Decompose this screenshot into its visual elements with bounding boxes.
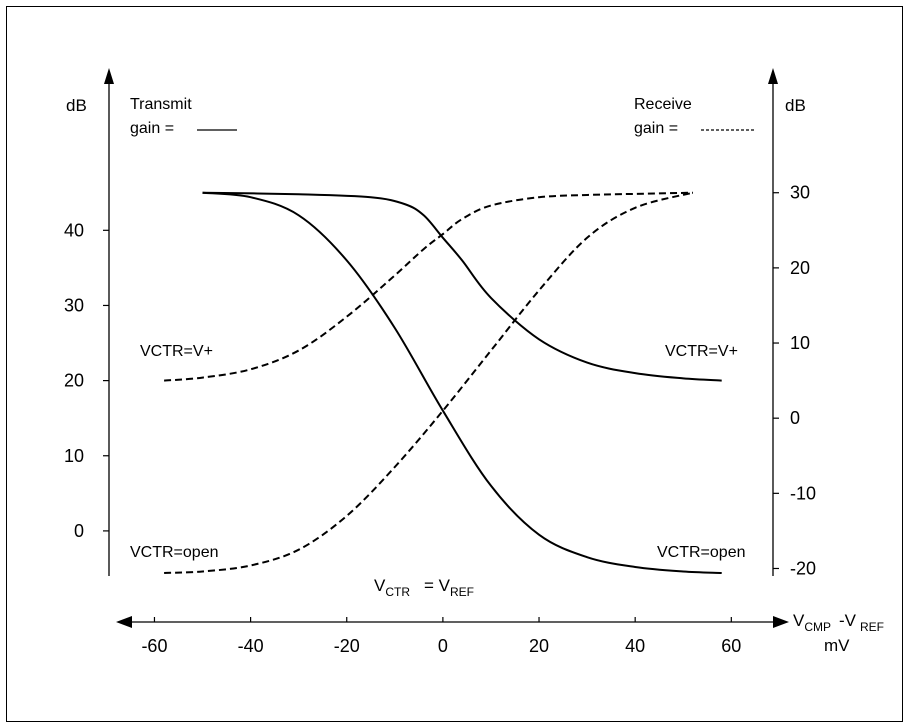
receive-gain-curve-3 xyxy=(164,191,693,382)
x-tick-label: -60 xyxy=(141,636,167,656)
x-axis-ticks: -60 -40 -20 0 20 40 60 xyxy=(141,617,741,656)
annotation-vctr-open-left: VCTR=open xyxy=(130,544,219,561)
left-axis-unit: dB xyxy=(66,96,87,115)
x-tick-label: 60 xyxy=(721,636,741,656)
right-axis-unit: dB xyxy=(785,96,806,115)
x-tick-label: -40 xyxy=(238,636,264,656)
left-tick-label: 30 xyxy=(64,295,84,315)
x-axis-arrow-left xyxy=(116,616,132,628)
center-v: V xyxy=(374,576,386,595)
left-axis-ticks: 0 10 20 30 40 xyxy=(64,220,109,541)
legend-receive-line2: gain = xyxy=(634,120,678,137)
transmit-gain-curve-0 xyxy=(202,191,722,574)
center-v-sub: CTR xyxy=(385,585,410,599)
right-tick-label: 10 xyxy=(790,333,810,353)
right-tick-label: 0 xyxy=(790,408,800,428)
center-ref-sub: REF xyxy=(450,585,474,599)
right-tick-label: 30 xyxy=(790,183,810,203)
annotation-vctr-vplus-left: VCTR=V+ xyxy=(140,343,213,360)
series-layer xyxy=(164,191,722,574)
x-axis-arrow-right xyxy=(773,616,789,628)
legend-receive-line1: Receive xyxy=(634,96,692,113)
right-y-axis-arrow xyxy=(768,68,778,84)
right-tick-label: -10 xyxy=(790,483,816,503)
left-tick-label: 40 xyxy=(64,220,84,240)
receive-gain-curve-2 xyxy=(164,191,694,574)
transmit-gain-curve-1 xyxy=(202,191,722,382)
legend-transmit-line2: gain = xyxy=(130,120,174,137)
right-tick-label: -20 xyxy=(790,558,816,578)
x-tick-label: 0 xyxy=(438,636,448,656)
x-tick-label: 40 xyxy=(625,636,645,656)
x-label-cmp-sub: CMP xyxy=(804,620,831,634)
x-tick-label: -20 xyxy=(334,636,360,656)
x-axis-unit: mV xyxy=(824,636,850,655)
right-axis-ticks: 30 20 10 0 -10 -20 xyxy=(773,183,816,578)
x-tick-label: 20 xyxy=(529,636,549,656)
legend-transmit-line1: Transmit xyxy=(130,96,192,113)
center-eq: = V xyxy=(424,576,451,595)
left-tick-label: 20 xyxy=(64,371,84,391)
left-tick-label: 0 xyxy=(74,521,84,541)
left-tick-label: 10 xyxy=(64,446,84,466)
annotation-vctr-open-right: VCTR=open xyxy=(657,544,746,561)
annotation-center: VCTR = VREF xyxy=(374,576,474,599)
x-label-minus-v: -V xyxy=(839,611,857,630)
left-y-axis-arrow xyxy=(104,68,114,84)
x-axis-label: VCMP -V REF xyxy=(793,611,884,634)
annotation-vctr-vplus-right: VCTR=V+ xyxy=(665,343,738,360)
x-label-ref-sub: REF xyxy=(860,620,884,634)
right-tick-label: 20 xyxy=(790,258,810,278)
x-label-v: V xyxy=(793,611,805,630)
figure-frame xyxy=(6,6,903,722)
